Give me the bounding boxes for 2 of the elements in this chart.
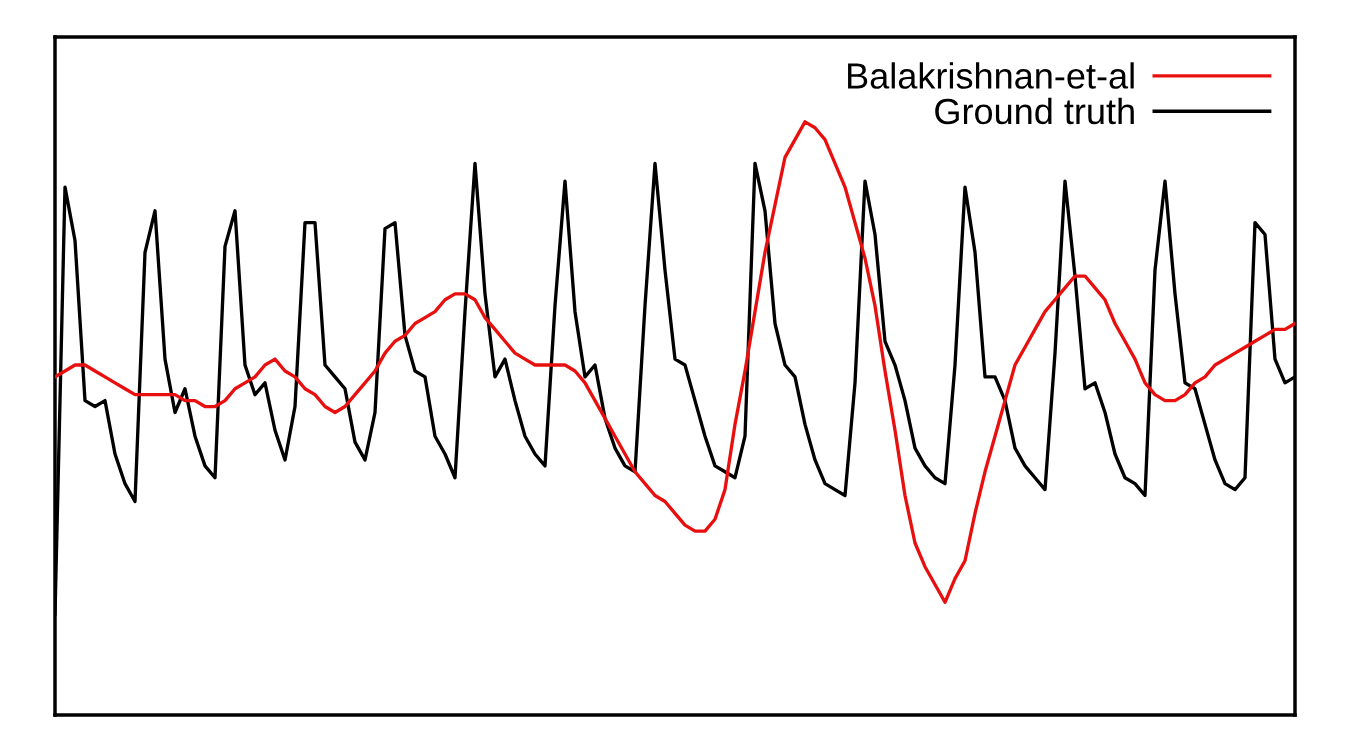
legend-label: Balakrishnan-et-al (848, 62, 1134, 89)
legend-label: Ground truth (935, 97, 1134, 125)
